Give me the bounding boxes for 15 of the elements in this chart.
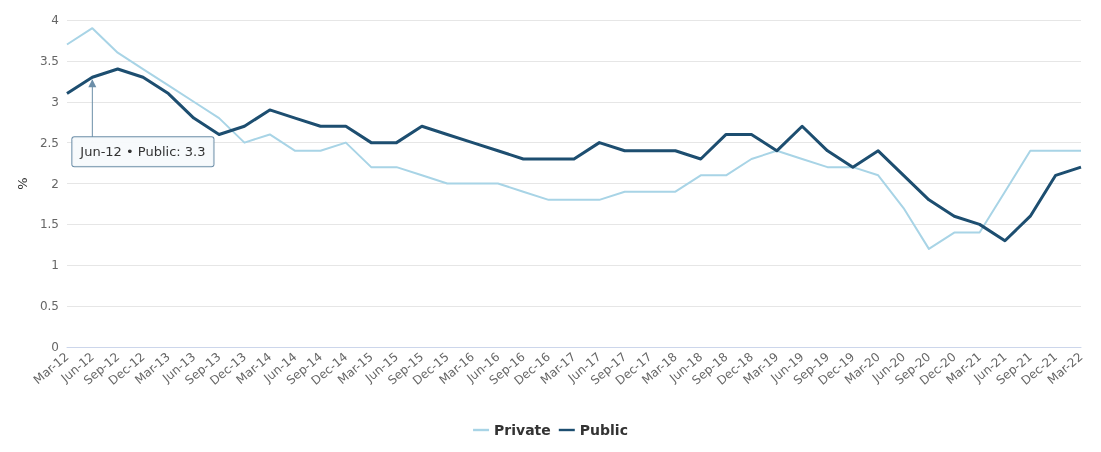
y-tick-label: 0.5 bbox=[39, 299, 59, 314]
y-tick-label: 2 bbox=[51, 176, 59, 191]
y-tick-label: 3 bbox=[51, 94, 59, 109]
y-tick-label: 0 bbox=[51, 340, 59, 354]
y-axis-title: % bbox=[15, 177, 30, 190]
legend-label: Public bbox=[579, 422, 628, 438]
y-tick-label: 4 bbox=[51, 13, 59, 27]
y-tick-label: 1 bbox=[51, 258, 59, 273]
y-tick-label: 1.5 bbox=[39, 217, 59, 232]
line-series bbox=[65, 67, 1083, 243]
line-series bbox=[65, 27, 1082, 250]
annotation: Jun-12 • Public: 3.3 bbox=[79, 144, 206, 160]
y-tick-label: 2.5 bbox=[39, 135, 59, 150]
legend-label: Private bbox=[494, 422, 551, 438]
y-tick-label: 3.5 bbox=[39, 53, 59, 68]
